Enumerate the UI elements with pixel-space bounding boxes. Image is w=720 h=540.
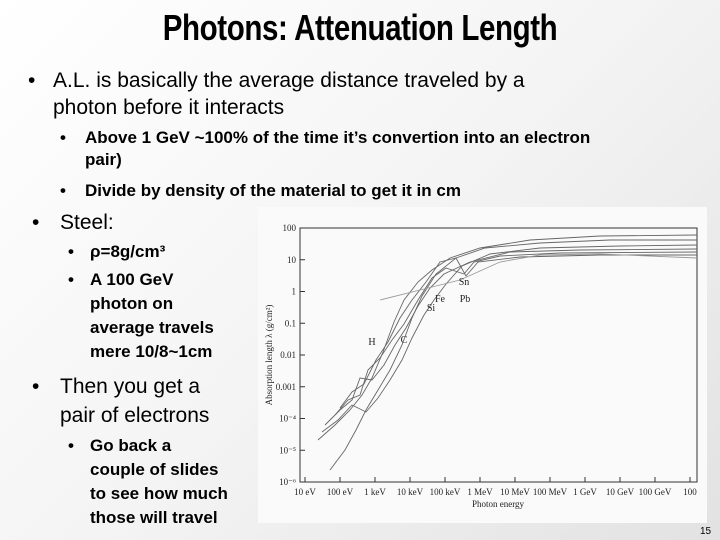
sub-bullet-text: pair) bbox=[85, 150, 122, 169]
sub-bullet-text: Above 1 GeV ~100% of the time it’s conve… bbox=[85, 128, 591, 147]
curve-label: H bbox=[368, 337, 375, 348]
y-tick-label: 0.001 bbox=[276, 382, 296, 392]
x-tick-label: 10 eV bbox=[294, 487, 316, 497]
bullet-dot: • bbox=[28, 69, 36, 92]
curve-label: C bbox=[401, 335, 408, 346]
x-tick-label: 10 GeV bbox=[606, 487, 635, 497]
bullet-text: photon before it interacts bbox=[53, 96, 285, 119]
x-tick-label: 100 eV bbox=[327, 487, 354, 497]
sub-bullet-dot: • bbox=[60, 128, 66, 147]
bullet-text: Then you get a bbox=[60, 375, 201, 398]
sub-bullet-text: Go back a bbox=[90, 436, 172, 455]
x-tick-label: 1 GeV bbox=[573, 487, 597, 497]
sub-bullet-text: mere 10/8~1cm bbox=[90, 342, 213, 361]
curve-label: Fe bbox=[435, 294, 446, 305]
x-axis-label: Photon energy bbox=[472, 499, 525, 509]
x-tick-label: 1 MeV bbox=[467, 487, 493, 497]
y-tick-label: 10⁻⁴ bbox=[279, 414, 296, 424]
bullet-text: pair of electrons bbox=[60, 404, 210, 427]
bullet-text: Steel: bbox=[60, 211, 114, 234]
sub-bullet-dot: • bbox=[68, 242, 74, 261]
slide-title: Photons: Attenuation Length bbox=[162, 7, 558, 48]
sub-bullet-dot: • bbox=[68, 270, 74, 289]
sub-bullet-text: average travels bbox=[90, 318, 214, 337]
y-tick-label: 10⁻⁵ bbox=[279, 445, 296, 455]
bullet-dot: • bbox=[32, 375, 40, 398]
x-tick-label: 10 keV bbox=[397, 487, 424, 497]
y-tick-label: 10⁻⁶ bbox=[279, 477, 296, 487]
sub-bullet-text: A 100 GeV bbox=[90, 270, 174, 289]
sub-bullet-text: couple of slides bbox=[90, 460, 219, 479]
sub-bullet-dot: • bbox=[68, 436, 74, 455]
y-tick-label: 0.01 bbox=[280, 350, 296, 360]
x-tick-label: 10 MeV bbox=[500, 487, 530, 497]
curve-label: Sn bbox=[459, 277, 470, 288]
y-axis-label: Absorption length λ (g/cm²) bbox=[264, 305, 274, 406]
bullet-text: A.L. is basically the average distance t… bbox=[53, 69, 525, 92]
sub-bullet-text: those will travel bbox=[90, 508, 218, 527]
sub-bullet-text: Divide by density of the material to get… bbox=[85, 181, 461, 200]
page-number: 15 bbox=[700, 526, 712, 537]
x-tick-label: 100 MeV bbox=[533, 487, 568, 497]
sub-bullet-dot: • bbox=[60, 181, 66, 200]
y-tick-label: 0.1 bbox=[285, 318, 296, 328]
bullet-dot: • bbox=[32, 211, 40, 234]
x-tick-label: 100 GeV bbox=[639, 487, 672, 497]
sub-bullet-text: to see how much bbox=[90, 484, 228, 503]
x-tick-label: 100 bbox=[683, 487, 697, 497]
x-tick-label: 1 keV bbox=[364, 487, 386, 497]
sub-bullet-text: ρ=8g/cm³ bbox=[90, 242, 166, 261]
y-tick-label: 10 bbox=[287, 255, 297, 265]
figure-background bbox=[258, 207, 707, 523]
curves bbox=[317, 234, 698, 471]
curve-label: Pb bbox=[460, 294, 471, 305]
curve-label: Si bbox=[427, 303, 436, 314]
x-tick-label: 100 keV bbox=[430, 487, 461, 497]
y-tick-label: 1 bbox=[292, 287, 297, 297]
sub-bullet-text: photon on bbox=[90, 294, 174, 313]
y-tick-label: 100 bbox=[283, 223, 297, 233]
